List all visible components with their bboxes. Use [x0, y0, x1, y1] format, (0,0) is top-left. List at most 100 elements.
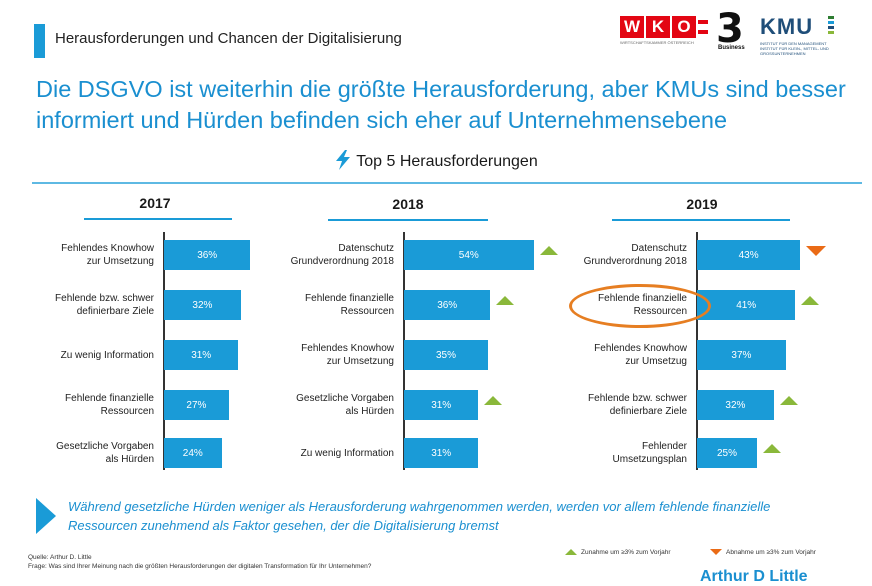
header-accent-bar [34, 24, 45, 58]
category-label-line: definierbare Ziele [609, 406, 687, 417]
kmu-logo: KMU INSTITUT FÜR DEN MANAGEMENT INSTITUT… [760, 14, 834, 56]
bar-value-label: 43% [738, 249, 759, 261]
wko-letter: O [672, 16, 696, 38]
category-label-line: Zu wenig Information [60, 349, 154, 361]
legend-down: Abnahme um ≥3% zum Vorjahr [710, 549, 816, 556]
category-label-line: Grundverordnung 2018 [583, 256, 687, 267]
bar: 54% [404, 240, 534, 270]
increase-triangle-icon [484, 396, 503, 405]
bar-value-label: 31% [191, 349, 212, 361]
bar: 35% [404, 340, 488, 370]
bar-value-label: 37% [731, 349, 752, 361]
bar-value-label: 32% [192, 299, 213, 311]
wko-letter: W [620, 16, 644, 38]
lightning-icon [336, 150, 351, 170]
bar-axis [163, 232, 165, 470]
three-digit: 3 [716, 6, 744, 52]
year-underline [328, 219, 488, 221]
kmu-bars-icon [828, 16, 834, 38]
bar-value-label: 32% [725, 399, 746, 411]
conclusion-note: Während gesetzliche Hürden weniger als H… [68, 499, 771, 533]
bar-value-label: 54% [458, 249, 479, 261]
category-label: Datenschutz Grundverordnung 2018 [537, 242, 687, 268]
bar: 25% [697, 438, 757, 468]
category-label: Fehlendes Knowhow zur Umsetzung [244, 342, 394, 368]
category-label: Fehlende finanzielle Ressourcen [244, 292, 394, 318]
category-label-line: Gesetzliche Vorgaben [296, 393, 394, 404]
bar-value-label: 25% [716, 447, 737, 459]
bar: 41% [697, 290, 796, 320]
category-label-line: Fehlendes Knowhow [301, 343, 394, 354]
up-triangle-icon [565, 549, 577, 556]
category-label-line: Datenschutz [631, 243, 687, 254]
bar-axis [696, 232, 698, 470]
source-line: Quelle: Arthur D. Little [28, 554, 92, 561]
category-label-line: Fehlender [641, 441, 687, 452]
bar: 32% [697, 390, 774, 420]
bar-axis [403, 232, 405, 470]
decrease-triangle-icon [806, 246, 827, 256]
category-label-line: Fehlende bzw. schwer [55, 293, 154, 304]
category-label: Datenschutz Grundverordnung 2018 [244, 242, 394, 268]
category-label: Fehlende finanzielle Ressourcen [4, 392, 154, 418]
category-label: Zu wenig Information [244, 447, 394, 460]
bar: 36% [164, 240, 251, 270]
wko-logo: W K O WIRTSCHAFTSKAMMER ÖSTERREICH [620, 16, 720, 46]
source-block: Quelle: Arthur D. Little Frage: Was sind… [28, 553, 371, 571]
category-label: Zu wenig Information [4, 349, 154, 362]
bar-value-label: 31% [431, 447, 452, 459]
subtitle-text: Top 5 Herausforderungen [356, 153, 538, 170]
year-heading: 2018 [392, 196, 424, 212]
note-arrow-icon [36, 498, 56, 534]
header-title: Herausforderungen und Chancen der Digita… [55, 30, 402, 47]
increase-triangle-icon [763, 444, 781, 453]
wko-flag-icon [698, 20, 708, 34]
bar: 43% [697, 240, 801, 270]
category-label-line: Fehlende finanzielle [305, 293, 394, 304]
category-label-line: definierbare Ziele [76, 306, 154, 317]
bar: 32% [164, 290, 241, 320]
main-title: Die DSGVO ist weiterhin die größte Herau… [36, 76, 846, 133]
category-label-line: zur Umsetzug [625, 356, 687, 367]
legend-down-label: Abnahme um ≥3% zum Vorjahr [726, 549, 816, 556]
bar: 27% [164, 390, 229, 420]
bar-value-label: 36% [197, 249, 218, 261]
category-label-line: Zu wenig Information [300, 447, 394, 459]
category-label: Fehlende bzw. schwer definierbare Ziele [4, 292, 154, 318]
category-label: Fehlende bzw. schwer definierbare Ziele [537, 392, 687, 418]
increase-triangle-icon [496, 296, 515, 305]
footer-logo: Arthur D Little [700, 568, 808, 585]
year-heading: 2017 [139, 195, 171, 211]
year-underline [84, 218, 232, 220]
bar: 31% [164, 340, 239, 370]
category-label: Fehlender Umsetzungsplan [537, 440, 687, 466]
bar: 37% [697, 340, 786, 370]
category-label-line: Fehlende finanzielle [65, 393, 154, 404]
three-business-logo: 3 Business [710, 6, 750, 54]
wko-letter: K [646, 16, 670, 38]
category-label: Gesetzliche Vorgaben als Hürden [244, 392, 394, 418]
category-label: Gesetzliche Vorgaben als Hürden [4, 440, 154, 466]
category-label-line: als Hürden [105, 454, 154, 465]
category-label-line: Grundverordnung 2018 [290, 256, 394, 267]
category-label-line: Datenschutz [338, 243, 394, 254]
category-label-line: zur Umsetzung [326, 356, 394, 367]
legend-up-label: Zunahme um ≥3% zum Vorjahr [581, 549, 671, 556]
legend-up: Zunahme um ≥3% zum Vorjahr [565, 549, 671, 556]
bar: 36% [404, 290, 491, 320]
kmu-subtitle: INSTITUT FÜR DEN MANAGEMENT INSTITUT FÜR… [760, 41, 829, 56]
partner-logos: W K O WIRTSCHAFTSKAMMER ÖSTERREICH 3 Bus… [620, 6, 850, 56]
divider-line [32, 182, 862, 184]
year-heading: 2019 [686, 196, 718, 212]
increase-triangle-icon [779, 396, 798, 405]
three-subtitle: Business [718, 45, 745, 51]
category-label-line: Ressourcen [340, 306, 394, 317]
category-label-line: zur Umsetzung [86, 256, 154, 267]
category-label-line: Umsetzungsplan [612, 454, 687, 465]
question-line: Frage: Was sind Ihrer Meinung nach die g… [28, 563, 372, 570]
bar-value-label: 27% [186, 399, 207, 411]
category-label-line: Ressourcen [100, 406, 154, 417]
highlight-ellipse [569, 284, 711, 328]
category-label-line: Fehlende bzw. schwer [588, 393, 687, 404]
wko-subtitle: WIRTSCHAFTSKAMMER ÖSTERREICH [620, 40, 694, 45]
